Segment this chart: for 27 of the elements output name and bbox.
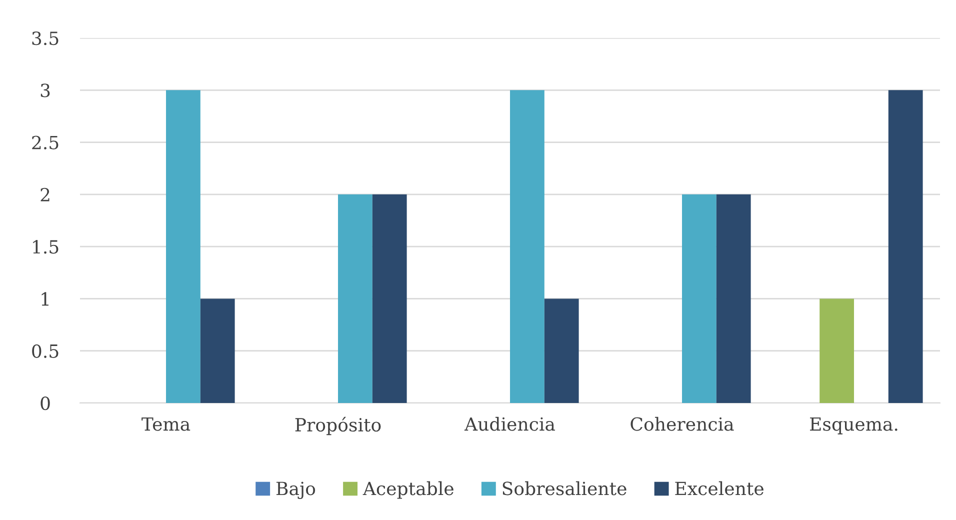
y-tick-label: 3.5: [32, 31, 58, 46]
x-tick-label: Esquema.: [810, 417, 898, 434]
y-tick-label: 0: [40, 396, 50, 410]
bar: [544, 298, 579, 403]
bar: [716, 194, 751, 403]
bar: [372, 194, 407, 403]
x-tick-label: Tema: [142, 417, 190, 431]
x-tick-label: Propósito: [295, 416, 381, 436]
legend-label: Bajo: [276, 482, 316, 500]
bar: [510, 90, 544, 403]
legend-label: Excelente: [675, 481, 764, 496]
bar: [338, 194, 372, 403]
bar: [888, 90, 923, 403]
legend-label: Aceptable: [362, 481, 454, 499]
bar: [200, 298, 235, 403]
y-tick-label: 2.5: [32, 136, 58, 150]
y-tick-label: 0.5: [32, 344, 58, 358]
bar: [166, 90, 200, 403]
x-tick-label: Coherencia: [630, 416, 734, 431]
legend-label: Sobresaliente: [502, 481, 626, 496]
y-tick-label: 1: [42, 292, 48, 306]
bar: [682, 194, 716, 403]
x-tick-label: Audiencia: [464, 416, 555, 431]
y-tick-label: 1.5: [33, 240, 58, 254]
bar: [820, 298, 854, 403]
y-tick-label: 3: [40, 84, 50, 98]
y-tick-label: 2: [40, 188, 50, 202]
